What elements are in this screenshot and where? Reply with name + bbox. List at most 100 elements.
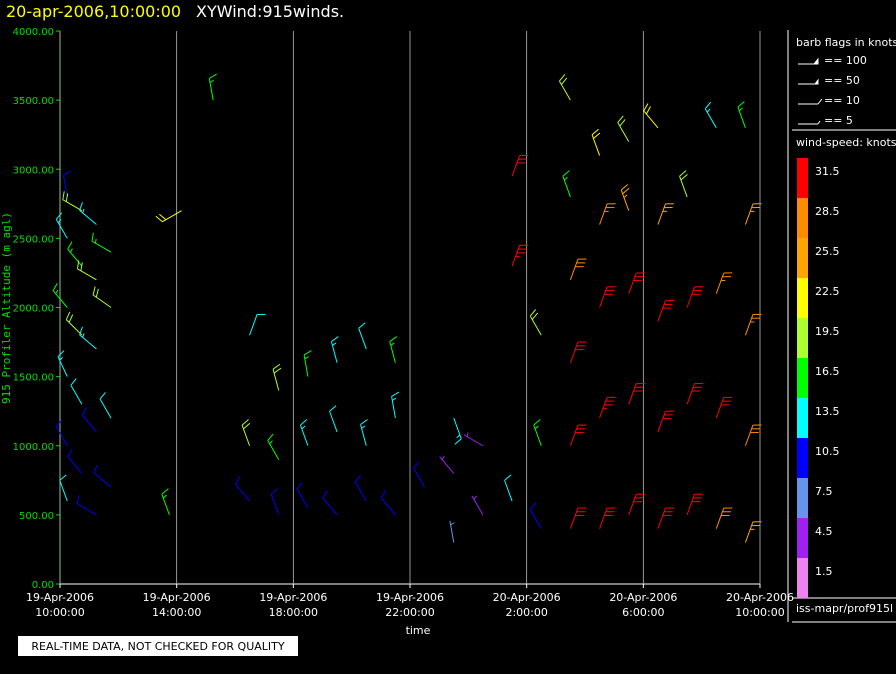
wind-barb (329, 405, 338, 433)
wind-barb (620, 184, 630, 211)
wind-barb (562, 170, 571, 198)
wind-barb (599, 203, 616, 225)
wind-barb (330, 336, 339, 363)
wind-barb (354, 475, 367, 502)
wind-barb (643, 103, 659, 129)
wind-barb (628, 493, 645, 516)
wind-barb (65, 311, 83, 336)
chart-title: 20-apr-2006,10:00:00 (6, 2, 181, 21)
wind-barb (155, 210, 182, 223)
wind-barb (715, 272, 733, 294)
barb-legend-entry: == 5 (824, 114, 853, 127)
wind-barb (67, 241, 83, 267)
wind-barb (296, 481, 309, 509)
barb-legend-title: barb flags in knots (796, 36, 896, 49)
wind-barb (322, 490, 338, 516)
wind-barb (657, 203, 674, 225)
wind-barb (161, 488, 170, 516)
wind-barb (76, 495, 97, 516)
colorbar-label: 4.5 (815, 525, 833, 538)
wind-barb (79, 202, 97, 225)
wind-barb (657, 410, 674, 433)
wind-barb (267, 433, 280, 460)
x-axis-label: time (406, 624, 431, 637)
wind-barb (463, 432, 484, 447)
wind-barb (686, 383, 704, 405)
wind-barb (270, 488, 280, 516)
wind-barb (569, 424, 587, 446)
colorbar-label: 16.5 (815, 365, 840, 378)
wind-barb (62, 170, 72, 197)
wind-barb (208, 73, 217, 101)
wind-barb (272, 363, 282, 391)
colorbar-swatch (797, 478, 808, 518)
wind-barb (686, 286, 704, 308)
colorbar-label: 10.5 (815, 445, 840, 458)
y-tick-label: 2500.00 (13, 234, 54, 245)
colorbar-label: 1.5 (815, 565, 833, 578)
wind-barb (744, 521, 762, 543)
wind-barb (599, 286, 616, 308)
wind-barb (679, 170, 688, 198)
colorbar-swatch (797, 318, 808, 358)
wind-barb (76, 260, 97, 281)
wind-barb (358, 322, 367, 350)
wind-barb (413, 461, 426, 488)
wind-barb (249, 313, 266, 336)
wind-barb (360, 419, 368, 446)
y-tick-label: 1500.00 (13, 373, 54, 384)
wind-barb (529, 309, 542, 336)
x-tick-label: 19-Apr-2006 14:00:00 (143, 591, 211, 619)
colorbar-label: 7.5 (815, 485, 833, 498)
barb-legend-entry: == 10 (824, 94, 860, 107)
wind-barb (628, 383, 645, 405)
wind-barb (439, 455, 455, 474)
wind-barb (59, 474, 68, 502)
wind-barb (52, 282, 68, 308)
colorbar-title: wind-speed: knots (796, 136, 896, 149)
wind-barb (93, 464, 112, 488)
colorbar-swatch (797, 438, 808, 478)
barb-legend-icons (798, 57, 823, 125)
wind-barb (380, 490, 396, 516)
wind-barb (303, 350, 312, 377)
wind-barb (453, 417, 462, 445)
barb-legend-entry: == 100 (824, 54, 867, 67)
wind-barb (235, 476, 250, 502)
source-label: iss-mapr/prof915l (796, 602, 893, 615)
wind-barb (241, 419, 251, 446)
footer: REAL-TIME DATA, NOT CHECKED FOR QUALITY (31, 640, 285, 653)
wind-barb (55, 419, 68, 446)
wind-barb (99, 392, 112, 419)
colorbar-label: 28.5 (815, 205, 840, 218)
wind-barb (628, 272, 645, 294)
wind-barb (657, 507, 674, 529)
wind-barb (79, 326, 97, 350)
wind-barb (599, 396, 616, 419)
y-tick-label: 4000.00 (13, 27, 54, 38)
colorbar-swatch (797, 558, 808, 598)
wind-barb (529, 502, 542, 529)
colorbar-label: 31.5 (815, 165, 840, 178)
y-tick-label: 3500.00 (13, 96, 54, 107)
colorbar-swatch (797, 398, 808, 438)
y-tick-label: 0.00 (32, 580, 54, 591)
wind-barb (704, 101, 717, 129)
wind-barb (471, 495, 484, 516)
y-tick-label: 1000.00 (13, 442, 54, 453)
wind-barb (511, 154, 529, 177)
y-tick-label: 500.00 (19, 511, 54, 522)
wind-barb (569, 341, 587, 363)
wind-barb (391, 391, 400, 419)
wind-barb (299, 419, 309, 446)
wind-barb (511, 244, 529, 267)
wind-barb (737, 101, 746, 128)
wind-barb (504, 474, 513, 502)
wind-barb (715, 507, 733, 529)
wind-barb (686, 493, 704, 516)
wind-barb (92, 286, 112, 308)
colorbar-swatch (797, 278, 808, 318)
wind-barb (70, 378, 83, 405)
